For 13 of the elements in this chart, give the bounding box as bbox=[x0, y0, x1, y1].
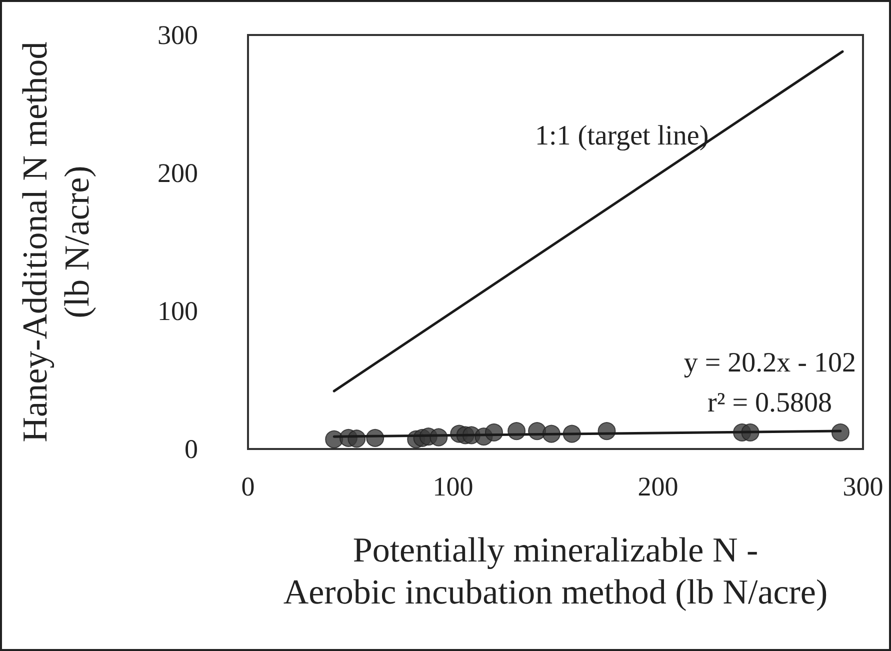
y-tick-label: 300 bbox=[158, 20, 198, 50]
x-tick-label: 300 bbox=[842, 472, 884, 502]
x-tick-label: 100 bbox=[432, 472, 474, 502]
x-axis-title: Potentially mineralizable N - Aerobic incubation method (lb N/acre) bbox=[283, 530, 828, 612]
annotation: r² = 0.5808 bbox=[707, 388, 832, 418]
y-tick-label: 100 bbox=[158, 296, 198, 326]
x-tick-label: 200 bbox=[638, 472, 678, 502]
annotation: y = 20.2x - 102 bbox=[684, 348, 856, 378]
y-tick-label: 0 bbox=[184, 434, 198, 464]
y-tick-label: 200 bbox=[158, 158, 198, 188]
annotation: 1:1 (target line) bbox=[535, 120, 709, 152]
x-tick-label: 0 bbox=[241, 472, 255, 502]
y-axis-title: Haney-Additional N method (lb N/acre) bbox=[16, 41, 96, 442]
